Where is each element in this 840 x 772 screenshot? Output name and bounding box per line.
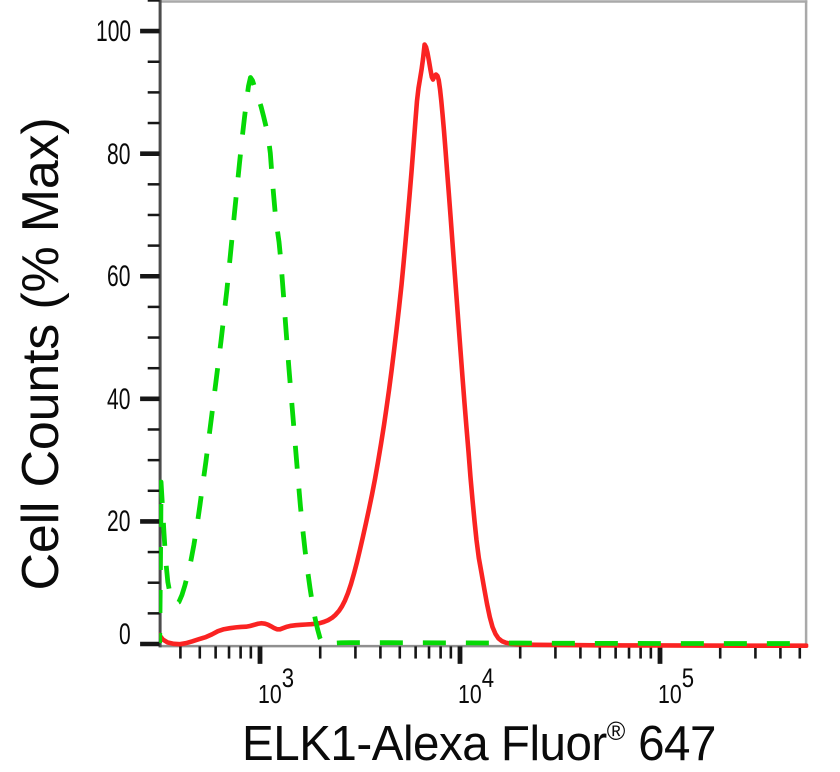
- x-tick-label: 105: [657, 665, 694, 709]
- y-tick-label: 100: [95, 15, 131, 48]
- series-green-dashed-curve: [159, 75, 807, 648]
- x-tick-label-exponent: 4: [481, 663, 494, 693]
- x-tick-label: 104: [457, 665, 494, 709]
- x-tick-label: 103: [257, 665, 294, 709]
- registered-trademark-icon: ®: [606, 715, 626, 746]
- y-tick-label: 60: [107, 260, 131, 294]
- y-tick-label: 40: [107, 382, 131, 416]
- y-tick-label: 0: [118, 618, 131, 652]
- x-tick-label-base: 10: [457, 679, 482, 709]
- y-tick-label: 20: [107, 505, 131, 539]
- x-tick-label-base: 10: [657, 679, 682, 709]
- x-tick-label-base: 10: [257, 679, 282, 709]
- y-axis-title-text: Cell Counts (% Max): [12, 117, 70, 591]
- x-axis-title-text: ELK1-Alexa Fluor: [242, 716, 607, 771]
- x-axis-title-number: 647: [625, 716, 716, 771]
- x-axis-title: ELK1-Alexa Fluor® 647: [242, 716, 716, 772]
- x-tick-label-exponent: 5: [681, 663, 694, 693]
- y-tick-label: 80: [107, 137, 131, 171]
- x-tick-label-exponent: 3: [281, 663, 294, 693]
- y-axis-title: Cell Counts (% Max): [11, 118, 71, 591]
- series-red-solid-curve: [159, 42, 809, 649]
